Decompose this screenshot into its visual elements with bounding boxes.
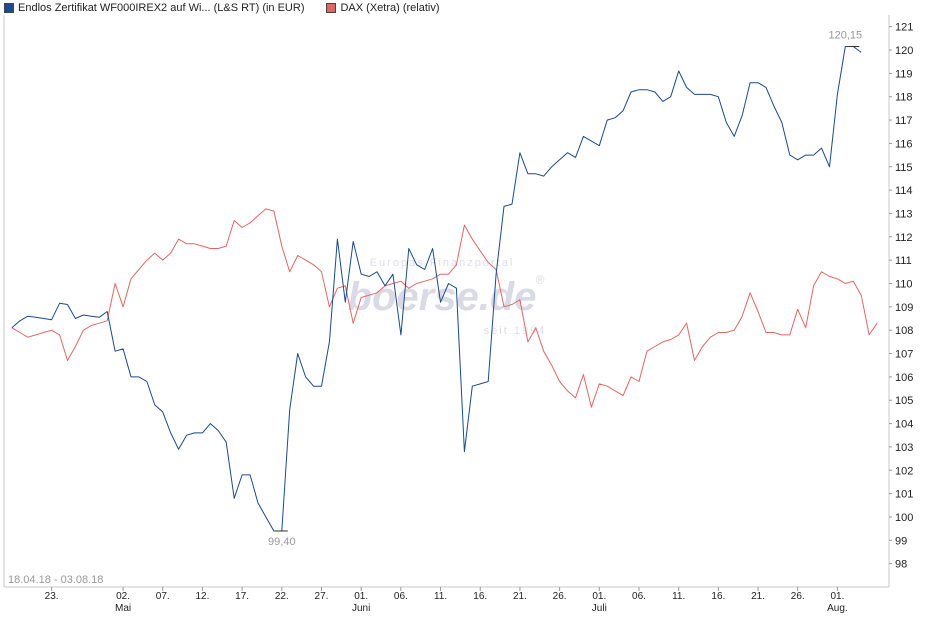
y-tick-label: 104 [895,419,913,431]
watermark-logo-text: boerse.de [348,275,537,319]
x-tick-label: 11. [434,591,447,602]
legend-label-certificate: Endlos Zertifikat WF000IREX2 auf Wi... (… [18,2,305,14]
x-tick-label: 11. [672,591,685,602]
x-tick-label: 01. [830,591,844,602]
y-tick-label: 110 [895,278,913,290]
x-tick-label: 07. [156,591,170,602]
x-tick-label: 02. [116,591,130,602]
y-tick-label: 106 [895,372,913,384]
series-layer [11,46,878,532]
legend-item-dax[interactable]: DAX (Xetra) (relativ) [326,2,440,14]
y-tick-label: 117 [895,115,913,127]
y-tick-label: 100 [895,512,913,524]
watermark-registered-mark: ® [536,273,545,287]
y-tick-label: 99 [895,535,907,547]
chart-frame [3,15,890,588]
y-tick-label: 105 [895,395,913,407]
legend-swatch-dax [326,3,337,13]
chart-legend: Endlos Zertifikat WF000IREX2 auf Wi... (… [4,1,458,15]
x-tick-label: 21. [751,591,765,602]
y-tick-label: 116 [895,138,913,150]
x-tick-month-label: Mai [115,603,131,614]
y-tick-label: 113 [895,208,913,220]
x-tick-month-label: Aug. [827,603,848,614]
series-line-dax [11,208,878,408]
watermark-bottom-text: seit 1994 [484,325,547,337]
y-tick-label: 101 [895,489,913,501]
y-tick-label: 111 [895,255,912,267]
series-line-certificate [11,46,862,532]
x-tick-label: 17. [235,591,249,602]
legend-swatch-certificate [4,3,14,13]
x-tick-label: 01. [592,591,606,602]
x-tick-label: 21. [513,591,527,602]
y-tick-label: 121 [895,22,913,34]
y-tick-label: 115 [895,162,913,174]
x-tick-label: 27. [315,591,329,602]
y-axis: 98 99 100 101 102 103 104 105 106 107 108 109 110 111… [889,22,913,571]
x-tick-label: 01. [354,591,368,602]
annotation-low-label: 99,40 [268,536,296,548]
y-tick-label: 119 [895,68,913,80]
x-tick-label: 26. [791,591,805,602]
x-tick-label: 26. [553,591,567,602]
y-tick-label: 118 [895,92,913,104]
x-tick-label: 12. [195,591,209,602]
y-tick-label: 102 [895,465,913,477]
x-tick-label: 23. [45,591,59,602]
y-tick-label: 114 [895,185,913,197]
legend-item-certificate[interactable]: Endlos Zertifikat WF000IREX2 auf Wi... (… [4,2,304,14]
y-tick-label: 109 [895,302,913,314]
y-tick-label: 98 [895,559,907,571]
y-tick-label: 107 [895,349,913,361]
x-tick-label: 16. [711,591,725,602]
y-tick-label: 120 [895,45,913,57]
date-range-label: 18.04.18 - 03.08.18 [8,574,103,586]
y-tick-label: 103 [895,442,913,454]
x-tick-label: 06. [394,591,408,602]
x-tick-month-label: Juli [592,603,607,614]
x-tick-label: 16. [473,591,487,602]
x-tick-label: 06. [632,591,646,602]
watermark: Europas Finanzportal boerse.de ® seit 19… [348,257,547,337]
y-tick-label: 108 [895,325,913,337]
x-tick-month-label: Juni [352,603,370,614]
watermark-top-text: Europas Finanzportal [370,257,515,269]
y-tick-label: 112 [895,232,913,244]
legend-label-dax: DAX (Xetra) (relativ) [340,2,440,14]
x-tick-label: 22. [275,591,289,602]
annotation-high-label: 120,15 [828,30,862,42]
annotations: 120,15 99,40 [268,30,862,548]
